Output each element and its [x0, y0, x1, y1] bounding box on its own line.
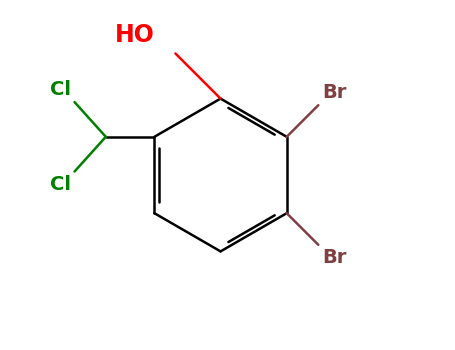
Text: Br: Br: [322, 83, 346, 102]
Text: Cl: Cl: [50, 79, 71, 99]
Text: Br: Br: [322, 248, 346, 267]
Text: Cl: Cl: [50, 175, 71, 194]
Text: HO: HO: [115, 22, 155, 47]
